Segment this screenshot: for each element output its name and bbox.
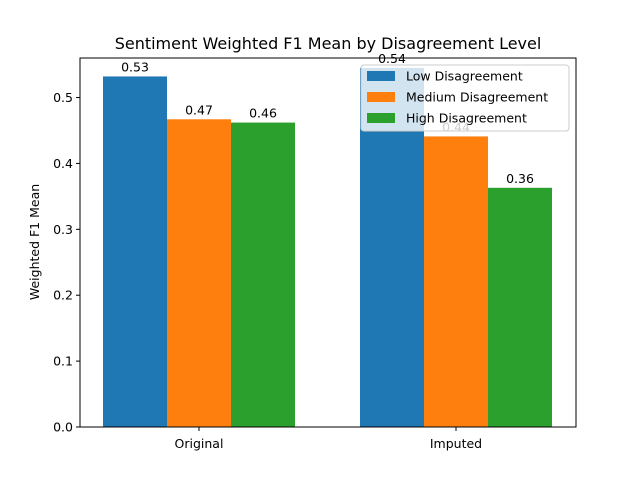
legend-box — [360, 64, 570, 132]
y-tick-label: 0.3 — [53, 222, 73, 237]
legend-swatch-low-disagreement — [367, 71, 395, 81]
bar-label-imputed-high-disagreement: 0.36 — [506, 171, 534, 186]
y-tick-label: 0.2 — [53, 288, 73, 303]
legend-label-low-disagreement: Low Disagreement — [406, 69, 523, 84]
legend-label-medium-disagreement: Medium Disagreement — [406, 90, 548, 105]
axes-frame — [79, 57, 577, 428]
y-axis-label: Weighted F1 Mean — [27, 184, 42, 300]
bar-original-high-disagreement — [231, 122, 295, 427]
y-tick-label: 0.0 — [53, 420, 73, 435]
bar-original-low-disagreement — [103, 76, 167, 427]
y-tick-label: 0.1 — [53, 354, 73, 369]
bar-original-medium-disagreement — [167, 119, 231, 427]
legend-swatch-high-disagreement — [367, 113, 395, 123]
legend-label-high-disagreement: High Disagreement — [406, 111, 527, 126]
legend: Low Disagreement Medium Disagreement High … — [360, 64, 570, 132]
bar-label-original-medium-disagreement: 0.47 — [185, 102, 213, 117]
y-tick-label: 0.4 — [53, 156, 73, 171]
legend-swatch-medium-disagreement — [367, 92, 395, 102]
x-tick-label-imputed: Imputed — [430, 436, 482, 451]
y-tick-label: 0.5 — [53, 90, 73, 105]
bar-label-original-high-disagreement: 0.46 — [249, 106, 277, 121]
chart-title: Sentiment Weighted F1 Mean by Disagreeme… — [115, 34, 542, 53]
x-ticks-layer: Original Imputed — [175, 427, 482, 451]
bar-imputed-medium-disagreement — [424, 136, 488, 427]
bar-imputed-high-disagreement — [488, 187, 552, 427]
bar-label-original-low-disagreement: 0.53 — [121, 59, 149, 74]
axes-layer — [79, 57, 577, 428]
x-tick-label-original: Original — [175, 436, 224, 451]
y-ticks-layer: 0.0 0.1 0.2 0.3 0.4 0.5 — [53, 90, 80, 435]
